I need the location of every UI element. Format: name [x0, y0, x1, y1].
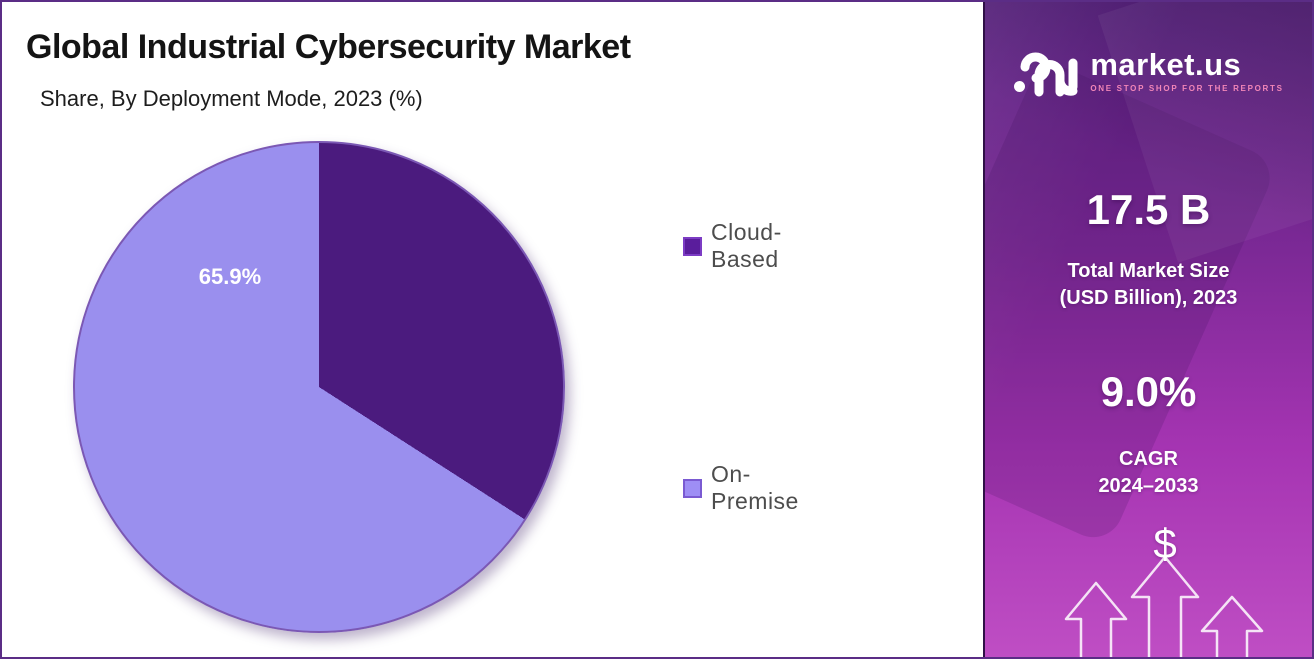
- stat-cagr-value: 9.0%: [1100, 368, 1197, 415]
- legend-swatch-cloud-based-icon: [683, 236, 702, 256]
- pie-slice-label-on-premise: 65.9%: [198, 264, 262, 289]
- legend-swatch-on-premise-icon: [683, 478, 702, 498]
- chart-title: Global Industrial Cybersecurity Market: [26, 28, 631, 66]
- stat-cagr-caption-line2: 2024–2033: [1098, 475, 1199, 497]
- stat-market-size-caption-line1: Total Market Size: [1067, 260, 1230, 282]
- stat-cagr-caption-line1: CAGR: [1119, 448, 1178, 470]
- legend-label-on-premise: On-Premise: [711, 461, 799, 514]
- sidebar: market.us ONE STOP SHOP FOR THE REPORTS …: [983, 2, 1312, 657]
- dollar-icon: $: [1153, 520, 1177, 567]
- brand-tagline: ONE STOP SHOP FOR THE REPORTS: [1090, 84, 1284, 93]
- legend-item-on-premise: On-Premise: [683, 461, 799, 515]
- stat-market-size-value: 17.5 B: [1086, 186, 1211, 233]
- chart-panel: Global Industrial Cybersecurity Market S…: [2, 2, 983, 657]
- brand-logo: market.us ONE STOP SHOP FOR THE REPORTS: [985, 44, 1312, 98]
- stat-cagr-caption: CAGR 2024–2033: [985, 446, 1312, 500]
- brand-name: market.us: [1090, 47, 1242, 82]
- marketus-logo-icon: [1014, 52, 1078, 97]
- pie-chart: 65.9%: [73, 141, 565, 633]
- legend-item-cloud-based: Cloud-Based: [683, 219, 782, 273]
- stat-market-size-caption-line2: (USD Billion), 2023: [1059, 287, 1238, 309]
- stat-market-size-caption: Total Market Size (USD Billion), 2023: [985, 258, 1312, 312]
- chart-subtitle: Share, By Deployment Mode, 2023 (%): [40, 86, 423, 111]
- logo-text: market.us ONE STOP SHOP FOR THE REPORTS: [1090, 49, 1283, 93]
- legend-label-cloud-based: Cloud-Based: [711, 219, 782, 272]
- growth-arrows-icon: [1064, 555, 1264, 657]
